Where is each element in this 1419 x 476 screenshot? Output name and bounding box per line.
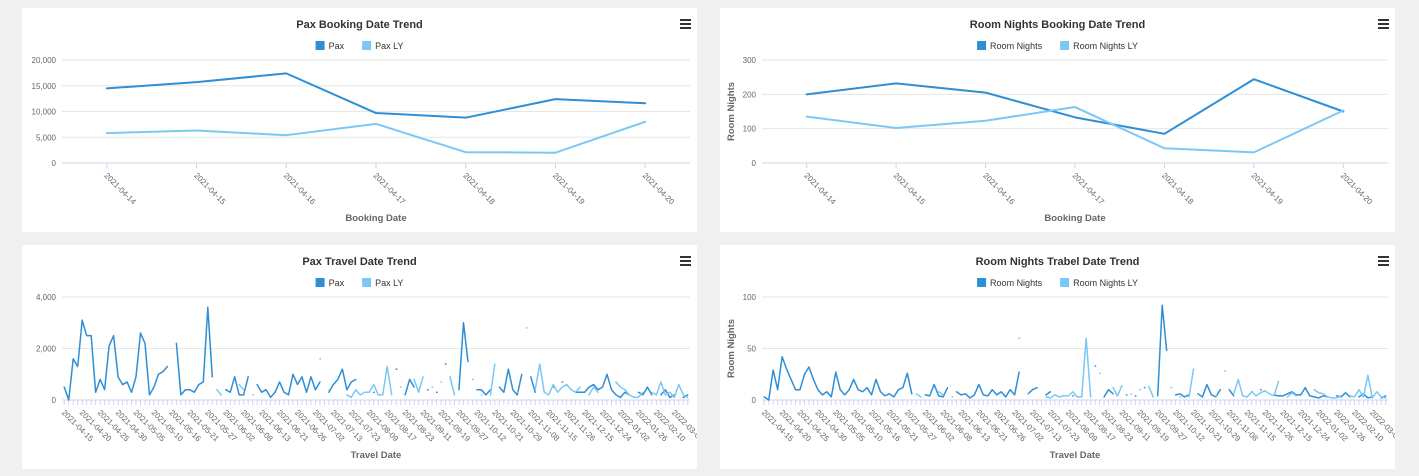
y-axis-title: Room Nights (726, 319, 737, 378)
menu-bar (680, 264, 691, 266)
legend-swatch (1060, 41, 1070, 50)
series-line (216, 327, 689, 399)
legend-item[interactable]: Room Nights LY (1060, 41, 1138, 51)
legend-label: Pax LY (375, 278, 403, 288)
chart-panel: Room Nights Booking Date Trend Room Night… (720, 8, 1395, 232)
menu-bar (680, 27, 691, 29)
menu-bar (680, 19, 691, 21)
series-line (105, 72, 647, 119)
legend: Pax Pax LY (315, 41, 403, 51)
series-line (763, 304, 1387, 401)
x-tick-label: 2021-04-17 (372, 171, 408, 207)
y-tick-label: 4,000 (36, 293, 57, 302)
menu-button[interactable] (680, 19, 691, 29)
legend-label: Pax LY (375, 41, 403, 51)
series-line (105, 120, 647, 154)
x-tick-label: 2021-04-19 (1249, 171, 1285, 207)
menu-bar (680, 23, 691, 25)
legend: Pax Pax LY (315, 278, 403, 288)
y-tick-label: 20,000 (32, 56, 57, 65)
series-line (805, 106, 1345, 154)
chart-title: Pax Booking Date Trend (296, 19, 423, 31)
x-tick-label: 2021-04-20 (1339, 171, 1375, 207)
legend-swatch (362, 278, 372, 287)
legend-item[interactable]: Room Nights LY (1060, 278, 1138, 288)
series-line (915, 337, 1387, 399)
legend: Room Nights Room Nights LY (977, 41, 1138, 51)
menu-bar (680, 260, 691, 262)
series-line (805, 78, 1345, 135)
legend-swatch (362, 41, 372, 50)
series-line (63, 306, 689, 401)
y-tick-label: 0 (752, 396, 757, 405)
legend-label: Pax (329, 278, 345, 288)
menu-button[interactable] (680, 256, 691, 266)
legend-label: Room Nights LY (1073, 278, 1138, 288)
menu-bar (680, 256, 691, 258)
legend-item[interactable]: Room Nights (977, 278, 1043, 288)
x-tick-label: 2021-04-14 (102, 171, 138, 207)
chart-panel: Room Nights Trabel Date Trend Room Nights… (720, 245, 1395, 469)
legend-label: Room Nights (990, 41, 1043, 51)
menu-bar (1378, 260, 1389, 262)
x-axis-title: Travel Date (1050, 450, 1101, 461)
menu-button[interactable] (1378, 19, 1389, 29)
x-tick-label: 2021-04-15 (892, 171, 928, 207)
y-axis-title: Room Nights (726, 82, 737, 141)
legend-swatch (1060, 278, 1070, 287)
legend-swatch (977, 41, 987, 50)
legend: Room Nights Room Nights LY (977, 278, 1138, 288)
x-tick-label: 2021-04-19 (551, 171, 587, 207)
y-tick-label: 2,000 (36, 345, 57, 354)
legend-item[interactable]: Pax LY (362, 41, 403, 51)
menu-bar (1378, 264, 1389, 266)
x-tick-label: 2021-04-16 (282, 171, 318, 207)
x-tick-label: 2021-04-18 (1160, 171, 1196, 207)
legend-swatch (977, 278, 987, 287)
chart-title: Pax Travel Date Trend (302, 256, 416, 268)
menu-bar (1378, 256, 1389, 258)
chart-title: Room Nights Trabel Date Trend (976, 256, 1140, 268)
y-tick-label: 300 (743, 56, 757, 65)
y-tick-label: 100 (743, 293, 757, 302)
x-tick-label: 2021-04-14 (802, 171, 838, 207)
legend-label: Room Nights (990, 278, 1043, 288)
legend-label: Room Nights LY (1073, 41, 1138, 51)
y-tick-label: 15,000 (32, 82, 57, 91)
chart-panel: Pax Travel Date Trend Pax Pax LY 0 2,000 4,00… (22, 245, 697, 469)
y-tick-label: 10,000 (32, 108, 57, 117)
y-tick-label: 0 (52, 396, 57, 405)
x-axis-title: Booking Date (1044, 213, 1105, 224)
x-tick-label: 2021-04-20 (641, 171, 677, 207)
x-axis-title: Travel Date (351, 450, 402, 461)
legend-label: Pax (329, 41, 345, 51)
y-tick-label: 200 (743, 90, 757, 99)
y-tick-label: 100 (743, 125, 757, 134)
x-tick-label: 2021-04-15 (192, 171, 228, 207)
chart-title: Room Nights Booking Date Trend (970, 19, 1145, 31)
x-tick-label: 2021-04-17 (1071, 171, 1107, 207)
legend-item[interactable]: Room Nights (977, 41, 1043, 51)
legend-item[interactable]: Pax (315, 41, 345, 51)
x-axis-title: Booking Date (345, 213, 406, 224)
chart-panel: Pax Booking Date Trend Pax Pax LY 0 5,000 10,… (22, 8, 697, 232)
menu-bar (1378, 27, 1389, 29)
menu-bar (1378, 23, 1389, 25)
menu-button[interactable] (1378, 256, 1389, 266)
legend-item[interactable]: Pax (315, 278, 345, 288)
y-tick-label: 5,000 (36, 133, 57, 142)
legend-item[interactable]: Pax LY (362, 278, 403, 288)
y-tick-label: 50 (747, 345, 756, 354)
y-tick-label: 0 (52, 159, 57, 168)
legend-swatch (315, 278, 325, 287)
y-tick-label: 0 (752, 159, 757, 168)
menu-bar (1378, 19, 1389, 21)
x-tick-label: 2021-04-16 (981, 171, 1017, 207)
x-tick-label: 2021-04-18 (461, 171, 497, 207)
legend-swatch (315, 41, 325, 50)
